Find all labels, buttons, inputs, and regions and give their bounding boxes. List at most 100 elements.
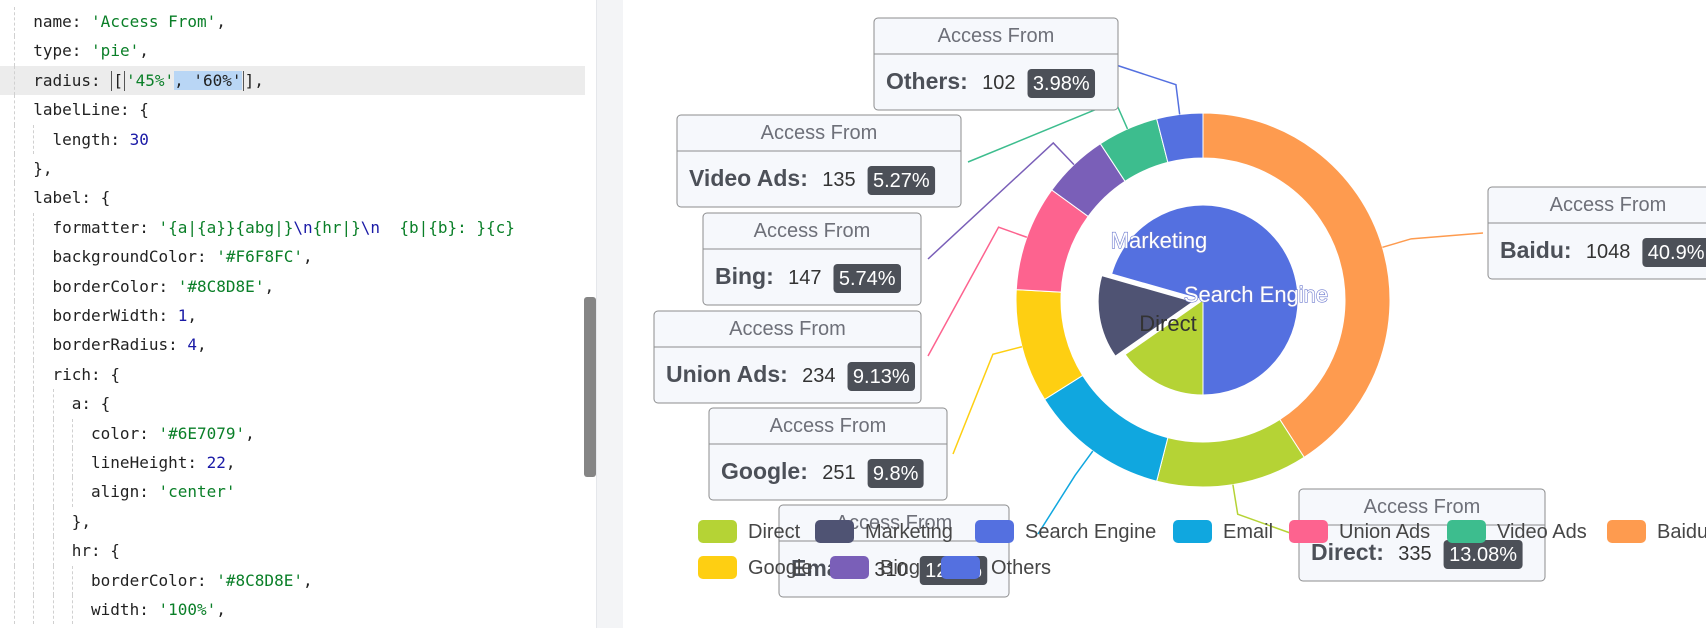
indent-guide xyxy=(71,477,73,507)
indent-guide xyxy=(52,389,54,419)
code-text: width: '100%', xyxy=(91,595,226,624)
legend-item-union-ads[interactable]: Union Ads xyxy=(1289,520,1430,543)
percent-badge xyxy=(867,166,936,195)
indent-guide xyxy=(14,448,15,478)
code-token: }, xyxy=(33,159,53,178)
legend-label: Bing xyxy=(880,557,920,579)
callout-value: 1048 xyxy=(1586,241,1631,263)
code-token: \n xyxy=(293,217,313,237)
code-text: radius: ['45%', '60%'], xyxy=(33,66,264,95)
legend-item-direct[interactable]: Direct xyxy=(698,520,801,543)
code-line[interactable]: align: 'center' xyxy=(0,477,585,507)
code-line[interactable]: borderRadius: 4, xyxy=(0,330,585,360)
code-token: hr: { xyxy=(71,541,120,561)
legend-swatch xyxy=(1447,520,1486,543)
code-token: '100%' xyxy=(158,600,217,619)
legend-item-search-engine[interactable]: Search Engine xyxy=(975,520,1156,543)
code-token: [ xyxy=(113,70,123,90)
code-line[interactable]: labelLine: { xyxy=(0,95,585,125)
code-token: {b|{b}: }{c} xyxy=(380,217,515,237)
code-token: type: xyxy=(33,41,92,61)
callout-label-google: Access From Google:251 9.8% xyxy=(708,407,948,501)
legend-label: Others xyxy=(991,557,1051,579)
callout-label-union-ads: Access From Union Ads:234 9.13% xyxy=(653,310,922,404)
indent-guide xyxy=(33,359,35,390)
code-line[interactable]: type: 'pie', xyxy=(0,36,585,66)
code-line[interactable]: formatter: '{a|{a}}{abg|}\n{hr|}\n {b|{b… xyxy=(0,212,585,243)
legend-item-marketing[interactable]: Marketing xyxy=(815,520,953,543)
code-line[interactable]: a: { xyxy=(0,389,585,419)
code-line[interactable]: color: '#6E7079', xyxy=(0,418,585,448)
code-line[interactable]: rich: { xyxy=(0,359,585,390)
code-line[interactable]: borderWidth: 1, xyxy=(0,301,585,331)
code-line[interactable]: radius: ['45%', '60%'], xyxy=(0,65,585,96)
label-line-union-ads xyxy=(927,226,1028,357)
indent-guide xyxy=(14,330,15,360)
indent-guide xyxy=(71,595,73,625)
indent-guide xyxy=(52,595,54,625)
code-line[interactable]: lineHeight: 22, xyxy=(0,448,585,478)
code-line[interactable]: hr: { xyxy=(0,536,585,566)
indent-guide xyxy=(33,301,35,331)
legend-item-others[interactable]: Others xyxy=(941,556,1051,579)
code-token: 'pie' xyxy=(91,41,140,61)
callout-header: Access From xyxy=(729,318,846,340)
code-token: , xyxy=(302,570,313,590)
indent-guide xyxy=(52,477,54,507)
code-line[interactable]: borderColor: '#8C8D8E', xyxy=(0,565,585,595)
editor-scrollbar[interactable] xyxy=(584,297,596,477)
code-line[interactable]: label: { xyxy=(0,183,585,213)
legend-item-email[interactable]: Email xyxy=(1173,520,1273,543)
legend-item-bing[interactable]: Bing xyxy=(830,556,920,579)
indent-guide xyxy=(33,271,35,301)
code-token: length: xyxy=(52,129,130,149)
indent-guide xyxy=(52,448,54,478)
code-token: '{a|{a}}{abg|} xyxy=(158,217,294,237)
label-line-baidu xyxy=(1382,232,1484,249)
code-line[interactable]: length: 30 xyxy=(0,124,585,154)
indent-guide xyxy=(14,536,15,566)
code-line[interactable]: }, xyxy=(0,506,585,537)
legend-item-video-ads[interactable]: Video Ads xyxy=(1447,520,1587,543)
code-token: 30 xyxy=(129,129,149,149)
code-token: , xyxy=(216,600,226,619)
indent-guide xyxy=(33,595,35,625)
indent-guide xyxy=(52,418,54,448)
code-line[interactable]: }, xyxy=(0,154,585,184)
callout-header: Access From xyxy=(836,512,953,534)
legend-label: Baidu xyxy=(1657,521,1706,543)
indent-guide xyxy=(33,536,35,566)
indent-guide xyxy=(14,271,15,301)
legend-swatch xyxy=(1607,520,1646,543)
callout-header: Access From xyxy=(1550,194,1667,216)
code-line[interactable]: backgroundColor: '#F6F8FC', xyxy=(0,242,585,272)
outer-slice-baidu xyxy=(1202,112,1391,458)
legend-swatch xyxy=(815,520,854,543)
code-text: length: 30 xyxy=(53,125,149,154)
code-line[interactable]: name: 'Access From', xyxy=(0,7,585,37)
callout-value: 234 xyxy=(802,365,835,387)
code-token: borderRadius: xyxy=(52,335,188,355)
indent-guide xyxy=(14,36,15,66)
callout-name: Bing xyxy=(715,263,766,289)
code-token: borderWidth: xyxy=(52,306,178,325)
code-token: 'center' xyxy=(158,482,236,502)
indent-guide xyxy=(14,183,15,213)
code-line[interactable]: borderColor: '#8C8D8E', xyxy=(0,271,585,301)
legend-item-google[interactable]: Google xyxy=(698,556,813,579)
indent-guide xyxy=(14,124,15,154)
legend-item-baidu[interactable]: Baidu xyxy=(1607,520,1706,543)
callout-colon: : xyxy=(800,165,808,191)
indent-guide xyxy=(71,448,73,478)
label-line-bing xyxy=(927,141,1075,260)
code-line[interactable]: width: '100%', xyxy=(0,595,585,625)
nested-pie-chart: Direct Marketing Search Engine Access From B… xyxy=(653,17,1706,598)
legend-label: Marketing xyxy=(865,521,953,543)
code-token: '#8C8D8E' xyxy=(177,276,265,296)
callout-header: Access From xyxy=(754,220,871,242)
callout-value: 147 xyxy=(788,267,821,289)
code-editor[interactable]: name: 'Access From', type: 'pie', radius: … xyxy=(0,0,597,628)
indent-guide xyxy=(14,154,15,184)
code-token: labelLine: { xyxy=(33,100,149,120)
code-token: 22 xyxy=(206,453,226,472)
